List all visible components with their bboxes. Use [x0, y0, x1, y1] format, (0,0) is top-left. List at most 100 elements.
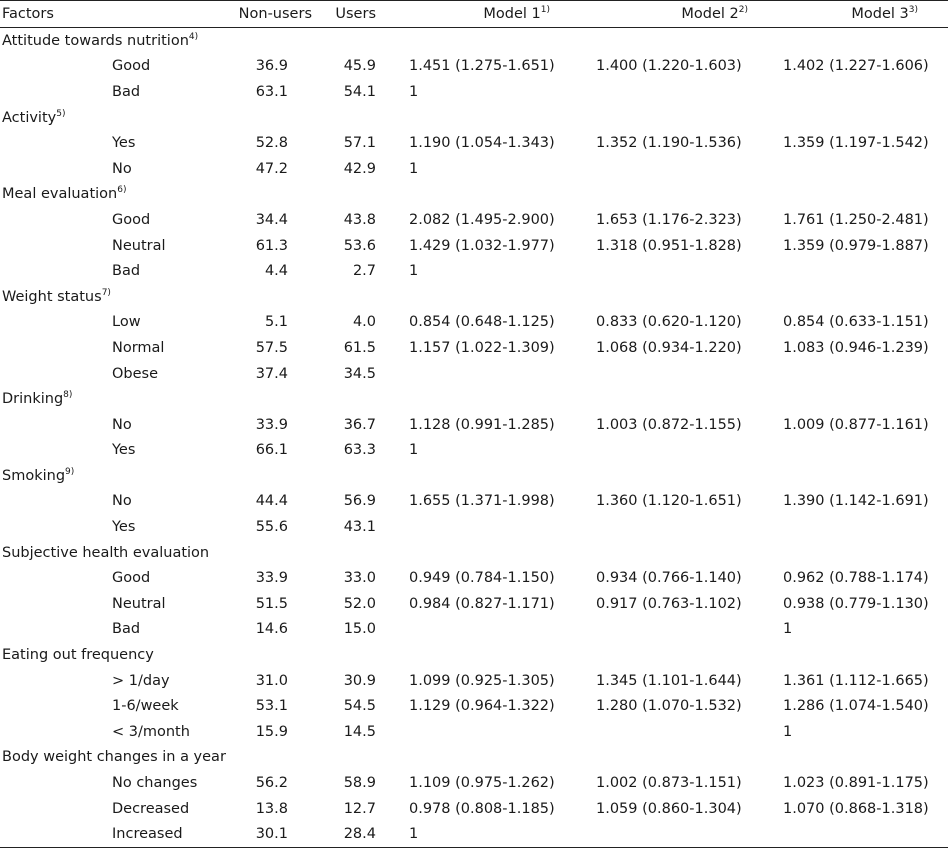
non-users-value: 52.8: [255, 135, 288, 152]
table-row: Good 36.9 45.9 1.451 (1.275-1.651) 1.400 (1.…: [0, 54, 948, 80]
factor-footnote: 4): [188, 31, 199, 42]
model-2-value: 0.833 (0.620-1.120): [596, 314, 742, 331]
users-value: 15.0: [343, 621, 376, 638]
level-label: No: [112, 493, 132, 510]
model-1-value: [406, 514, 592, 540]
table-row: No 44.4 56.9 1.655 (1.371-1.998) 1.360 (1.12…: [0, 489, 948, 515]
model-1-value: 1.128 (0.991-1.285): [409, 416, 555, 433]
level-label: Yes: [112, 519, 136, 536]
level-label: Bad: [112, 263, 141, 280]
factor-title: Activity5): [0, 105, 948, 131]
model-3-value: 1.359 (1.197-1.542): [783, 135, 929, 152]
model-2-value: [592, 719, 779, 745]
model-3-value: [779, 156, 948, 182]
users-value: 54.1: [343, 83, 376, 100]
users-value: 14.5: [343, 723, 376, 740]
model-3-value: 1.761 (1.250-2.481): [783, 211, 929, 228]
factor-footnote: 6): [117, 185, 127, 196]
header-model-2-label: Model 2: [681, 6, 739, 22]
model-1-value: 1: [406, 821, 592, 848]
model-3-value: 1: [783, 723, 793, 740]
model-1-value: 1: [409, 442, 419, 459]
users-value: 56.9: [343, 493, 376, 510]
model-2-value: 1.003 (0.872-1.155): [596, 416, 742, 433]
model-1-value: 1.129 (0.964-1.322): [409, 698, 555, 715]
non-users-value: 47.2: [255, 160, 288, 177]
non-users-value: 15.9: [255, 723, 288, 740]
users-value: 2.7: [352, 263, 376, 280]
non-users-value: 66.1: [255, 442, 288, 459]
non-users-value: 63.1: [255, 83, 288, 100]
model-3-value: 1.286 (1.074-1.540): [783, 698, 929, 715]
non-users-value: 44.4: [255, 493, 288, 510]
model-2-value: [592, 438, 779, 464]
model-3-value: 1.009 (0.877-1.161): [783, 416, 929, 433]
factor-title: Subjective health evaluation: [0, 540, 948, 566]
model-2-value: 1.400 (1.220-1.603): [596, 58, 742, 75]
factor-group-row: Attitude towards nutrition4): [0, 28, 948, 54]
header-model-3-footnote: 3): [908, 5, 918, 16]
non-users-value: 33.9: [255, 570, 288, 587]
table-row: Neutral 51.5 52.0 0.984 (0.827-1.171) 0.917 …: [0, 591, 948, 617]
users-value: 28.4: [316, 821, 406, 848]
model-1-value: [406, 719, 592, 745]
model-2-value: 1.002 (0.873-1.151): [596, 775, 742, 792]
model-1-value: 1.157 (1.022-1.309): [409, 339, 555, 356]
model-2-value: [592, 514, 779, 540]
factor-label: Attitude towards nutrition: [2, 32, 189, 49]
model-1-value: 1: [409, 83, 419, 100]
users-value: 58.9: [343, 775, 376, 792]
users-value: 12.7: [343, 800, 376, 817]
non-users-value: 51.5: [255, 595, 288, 612]
model-1-value: 1.451 (1.275-1.651): [409, 58, 555, 75]
model-3-value: [779, 821, 948, 848]
model-3-value: 0.938 (0.779-1.130): [783, 595, 929, 612]
model-2-value: 1.280 (1.070-1.532): [596, 698, 742, 715]
model-3-value: 1.023 (0.891-1.175): [783, 775, 929, 792]
users-value: 36.7: [343, 416, 376, 433]
non-users-value: 36.9: [255, 58, 288, 75]
model-3-value: 1: [783, 621, 793, 638]
model-3-value: 1.361 (1.112-1.665): [783, 672, 929, 689]
model-2-value: 1.360 (1.120-1.651): [596, 493, 742, 510]
level-label: Neutral: [112, 237, 166, 254]
non-users-value: 5.1: [264, 314, 288, 331]
level-label: 1-6/week: [112, 698, 179, 715]
factor-group-row: Eating out frequency: [0, 642, 948, 668]
model-1-value: 0.978 (0.808-1.185): [409, 800, 555, 817]
table-row: Bad 4.4 2.7 1: [0, 258, 948, 284]
factor-title: Smoking9): [0, 463, 948, 489]
model-2-value: 0.934 (0.766-1.140): [596, 570, 742, 587]
table-row: > 1/day 31.0 30.9 1.099 (0.925-1.305) 1.345 …: [0, 668, 948, 694]
model-2-value: [592, 258, 779, 284]
level-label: < 3/month: [112, 723, 190, 740]
model-2-value: 1.352 (1.190-1.536): [596, 135, 742, 152]
level-label: Good: [112, 211, 151, 228]
factor-group-row: Body weight changes in a year: [0, 745, 948, 771]
non-users-value: 34.4: [255, 211, 288, 228]
factor-group-row: Weight status7): [0, 284, 948, 310]
non-users-value: 31.0: [255, 672, 288, 689]
model-3-value: 1.359 (0.979-1.887): [783, 237, 929, 254]
header-factors: Factors: [0, 0, 228, 28]
table-row: Normal 57.5 61.5 1.157 (1.022-1.309) 1.068 (…: [0, 335, 948, 361]
level-label: Bad: [112, 83, 141, 100]
non-users-value: 61.3: [255, 237, 288, 254]
table-row: No 47.2 42.9 1: [0, 156, 948, 182]
factor-label: Activity: [2, 109, 57, 126]
table-row: Bad 63.1 54.1 1: [0, 79, 948, 105]
model-2-value: 1.068 (0.934-1.220): [596, 339, 742, 356]
model-1-value: 1.429 (1.032-1.977): [409, 237, 555, 254]
factor-title: Eating out frequency: [0, 642, 948, 668]
users-value: 57.1: [343, 135, 376, 152]
model-1-value: 1: [409, 263, 419, 280]
users-value: 43.8: [343, 211, 376, 228]
factor-group-row: Smoking9): [0, 463, 948, 489]
table-row: No changes 56.2 58.9 1.109 (0.975-1.262) 1.0…: [0, 770, 948, 796]
table-row: Obese 37.4 34.5: [0, 361, 948, 387]
model-3-value: [779, 79, 948, 105]
level-label: > 1/day: [112, 672, 170, 689]
header-model-3: Model 33): [779, 0, 948, 28]
users-value: 61.5: [343, 339, 376, 356]
model-2-value: 1.345 (1.101-1.644): [596, 672, 742, 689]
